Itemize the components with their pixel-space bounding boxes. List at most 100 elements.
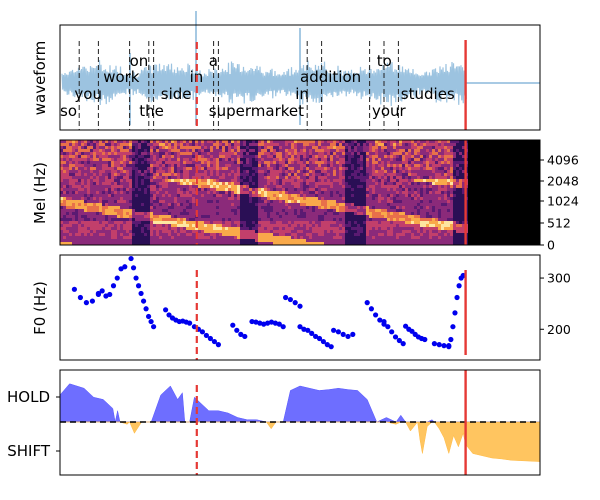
- mel-cell: [192, 152, 195, 155]
- mel-cell: [180, 143, 183, 146]
- mel-cell: [99, 185, 102, 188]
- mel-cell: [180, 152, 183, 155]
- mel-cell: [432, 224, 435, 227]
- mel-cell: [156, 197, 159, 200]
- mel-cell: [198, 140, 201, 143]
- mel-cell: [300, 140, 303, 143]
- mel-cell: [285, 140, 288, 143]
- mel-cell: [345, 152, 348, 155]
- mel-cell: [93, 167, 96, 170]
- mel-cell: [153, 185, 156, 188]
- mel-cell: [447, 221, 450, 224]
- mel-cell: [363, 152, 366, 155]
- word-label: studies: [401, 85, 455, 103]
- mel-cell: [291, 209, 294, 212]
- mel-cell: [111, 179, 114, 182]
- mel-cell: [204, 185, 207, 188]
- mel-cell: [351, 218, 354, 221]
- mel-cell: [339, 239, 342, 242]
- mel-cell: [237, 167, 240, 170]
- mel-cell: [396, 236, 399, 239]
- mel-cell: [129, 191, 132, 194]
- mel-cell: [159, 206, 162, 209]
- mel-cell: [432, 191, 435, 194]
- mel-cell: [426, 194, 429, 197]
- mel-cell: [96, 221, 99, 224]
- mel-cell: [336, 167, 339, 170]
- mel-cell: [306, 218, 309, 221]
- mel-cell: [219, 152, 222, 155]
- mel-cell: [105, 179, 108, 182]
- mel-cell: [150, 242, 153, 245]
- mel-cell: [255, 149, 258, 152]
- mel-cell: [372, 155, 375, 158]
- mel-cell: [195, 197, 198, 200]
- mel-cell: [93, 200, 96, 203]
- mel-cell: [270, 182, 273, 185]
- mel-cell: [72, 209, 75, 212]
- mel-cell: [192, 206, 195, 209]
- mel-cell: [123, 140, 126, 143]
- mel-cell: [216, 164, 219, 167]
- mel-cell: [276, 191, 279, 194]
- mel-cell: [144, 236, 147, 239]
- mel-cell: [369, 191, 372, 194]
- mel-cell: [330, 140, 333, 143]
- mel-cell: [441, 188, 444, 191]
- mel-cell: [351, 206, 354, 209]
- mel-cell: [384, 224, 387, 227]
- mel-cell: [363, 185, 366, 188]
- mel-cell: [225, 179, 228, 182]
- mel-cell: [234, 149, 237, 152]
- mel-cell: [231, 146, 234, 149]
- mel-cell: [270, 212, 273, 215]
- mel-cell: [216, 146, 219, 149]
- mel-cell: [96, 152, 99, 155]
- mel-cell: [213, 173, 216, 176]
- mel-cell: [294, 224, 297, 227]
- mel-cell: [219, 164, 222, 167]
- mel-cell: [222, 194, 225, 197]
- mel-cell: [321, 200, 324, 203]
- mel-cell: [129, 230, 132, 233]
- mel-cell: [453, 158, 456, 161]
- mel-cell: [435, 191, 438, 194]
- mel-cell: [159, 197, 162, 200]
- mel-cell: [342, 158, 345, 161]
- f0-point: [441, 343, 447, 349]
- mel-cell: [306, 233, 309, 236]
- mel-cell: [336, 194, 339, 197]
- mel-cell: [201, 176, 204, 179]
- mel-cell: [162, 179, 165, 182]
- mel-cell: [399, 215, 402, 218]
- mel-cell: [303, 161, 306, 164]
- mel-cell: [267, 155, 270, 158]
- mel-cell: [150, 188, 153, 191]
- mel-cell: [321, 215, 324, 218]
- mel-cell: [375, 218, 378, 221]
- mel-cell: [264, 140, 267, 143]
- mel-cell: [99, 149, 102, 152]
- mel-cell: [339, 215, 342, 218]
- mel-cell: [447, 188, 450, 191]
- mel-cell: [294, 200, 297, 203]
- shift-area: [60, 421, 541, 462]
- mel-cell: [453, 227, 456, 230]
- mel-cell: [213, 164, 216, 167]
- mel-cell: [435, 152, 438, 155]
- mel-cell: [249, 164, 252, 167]
- mel-cell: [288, 140, 291, 143]
- mel-cell: [69, 224, 72, 227]
- mel-cell: [123, 194, 126, 197]
- mel-cell: [336, 209, 339, 212]
- mel-cell: [360, 155, 363, 158]
- mel-cell: [228, 191, 231, 194]
- mel-cell: [192, 143, 195, 146]
- mel-cell: [315, 179, 318, 182]
- mel-cell: [456, 143, 459, 146]
- mel-cell: [102, 233, 105, 236]
- mel-cell: [243, 224, 246, 227]
- mel-spectrogram: [60, 140, 540, 245]
- mel-cell: [129, 146, 132, 149]
- mel-cell: [225, 152, 228, 155]
